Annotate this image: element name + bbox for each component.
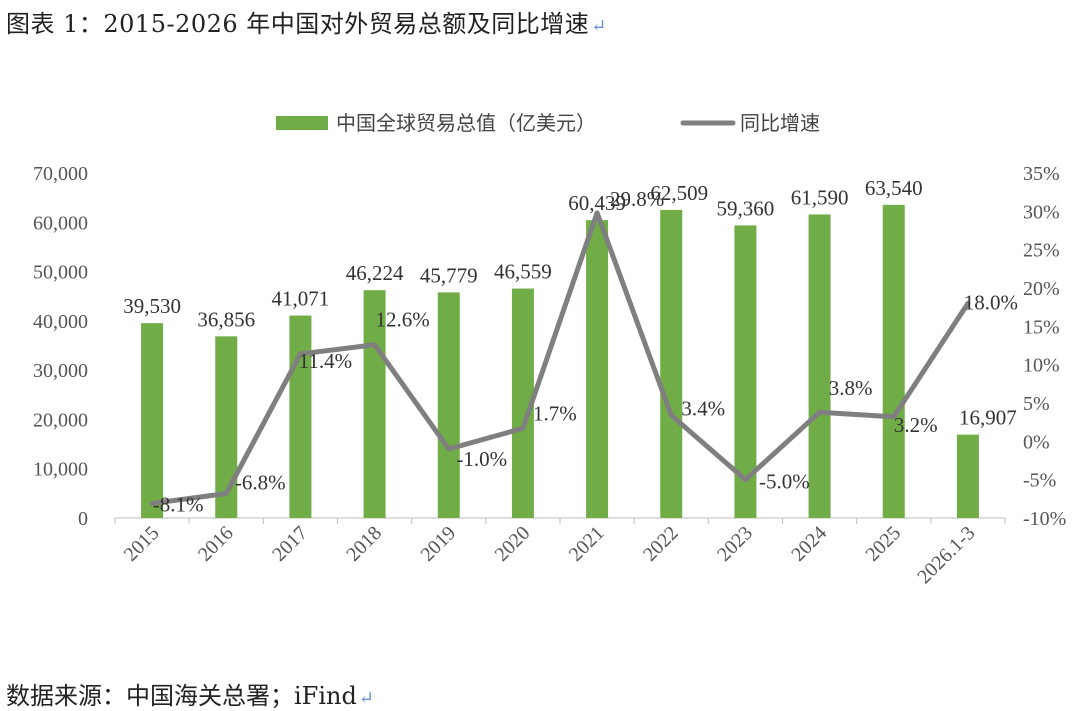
y-left-tick-label: 30,000 (33, 360, 88, 382)
bar (289, 315, 312, 518)
y-left-tick-label: 20,000 (33, 409, 88, 431)
return-mark-icon: ↵ (591, 16, 607, 37)
x-tick-label: 2024 (787, 522, 831, 566)
y-left-tick-label: 0 (78, 508, 88, 530)
y-left-tick-label: 10,000 (33, 459, 88, 481)
x-tick-label: 2019 (416, 522, 460, 566)
y-right-tick-label: 35% (1023, 163, 1060, 185)
source-note: 数据来源：中国海关总署；iFind ↵ (6, 676, 374, 711)
legend-label-bar: 中国全球贸易总值（亿美元） (336, 111, 596, 135)
bar-value-label: 63,540 (865, 176, 923, 200)
x-tick-label: 2015 (120, 522, 164, 566)
y-right-tick-label: 0% (1023, 431, 1050, 453)
line-value-label: -6.8% (235, 470, 286, 494)
y-right-tick-label: 25% (1023, 240, 1060, 262)
line-value-label: 3.4% (681, 396, 725, 420)
bar-value-label: 36,856 (197, 307, 255, 331)
y-right-tick-label: 10% (1023, 355, 1060, 377)
y-left-tick-label: 70,000 (33, 163, 88, 185)
bar (141, 323, 164, 518)
y-left-tick-label: 50,000 (33, 262, 88, 284)
bar-value-label: 59,360 (717, 196, 775, 220)
bar-value-label: 39,530 (123, 294, 181, 318)
y-right-tick-label: 30% (1023, 201, 1060, 223)
chart-caption: 图表 1：2015-2026 年中国对外贸易总额及同比增速 ↵ (6, 4, 607, 39)
bar-value-label: 41,071 (272, 287, 330, 311)
y-left-tick-label: 40,000 (33, 311, 88, 333)
line-value-label: 12.6% (375, 308, 429, 332)
bar-value-label: 16,907 (959, 406, 1017, 430)
x-tick-label: 2021 (565, 522, 609, 566)
x-tick-label: 2020 (491, 522, 535, 566)
legend-swatch-bar (276, 116, 328, 130)
bar-value-label: 46,224 (346, 261, 404, 285)
y-left-tick-label: 60,000 (33, 212, 88, 234)
y-right-tick-label: -5% (1023, 470, 1056, 492)
line-value-label: 1.7% (533, 401, 577, 425)
x-tick-label: 2025 (861, 522, 905, 566)
bar-value-label: 45,779 (420, 263, 478, 287)
line-value-label: 11.4% (299, 349, 352, 373)
line-value-label: 18.0% (964, 290, 1018, 314)
x-tick-label: 2023 (713, 522, 757, 566)
x-tick-label: 2026.1-3 (913, 522, 979, 588)
caption-text: 图表 1：2015-2026 年中国对外贸易总额及同比增速 (6, 10, 590, 38)
bar (734, 225, 757, 518)
legend-label-line: 同比增速 (740, 111, 820, 135)
line-value-label: -8.1% (153, 492, 204, 516)
bar (660, 209, 683, 518)
bar-value-label: 60,439 (568, 191, 626, 215)
line-value-label: 3.2% (894, 413, 938, 437)
x-tick-label: 2022 (639, 522, 683, 566)
bar-value-label: 62,509 (650, 181, 708, 205)
bar (882, 204, 905, 519)
bar (215, 336, 238, 518)
line-value-label: -1.0% (456, 447, 507, 471)
x-tick-label: 2016 (194, 522, 238, 566)
source-text: 数据来源：中国海关总署；iFind (6, 682, 357, 710)
line-value-label: -5.0% (759, 470, 810, 494)
line-value-label: 29.8% (610, 187, 664, 211)
bar (808, 214, 831, 518)
x-tick-label: 2018 (342, 522, 386, 566)
x-tick-label: 2017 (268, 522, 312, 566)
bar-value-label: 46,559 (494, 260, 552, 284)
y-right-tick-label: 20% (1023, 278, 1060, 300)
bar (586, 220, 609, 518)
y-right-tick-label: 5% (1023, 393, 1050, 415)
growth-line (149, 210, 971, 506)
bar (956, 434, 979, 518)
bar-value-label: 61,590 (791, 185, 849, 209)
return-mark-icon: ↵ (358, 688, 374, 709)
bar (511, 288, 534, 518)
y-right-tick-label: -10% (1023, 508, 1066, 530)
bar (437, 292, 460, 518)
line-value-label: 3.8% (829, 376, 873, 400)
y-right-tick-label: 15% (1023, 316, 1060, 338)
